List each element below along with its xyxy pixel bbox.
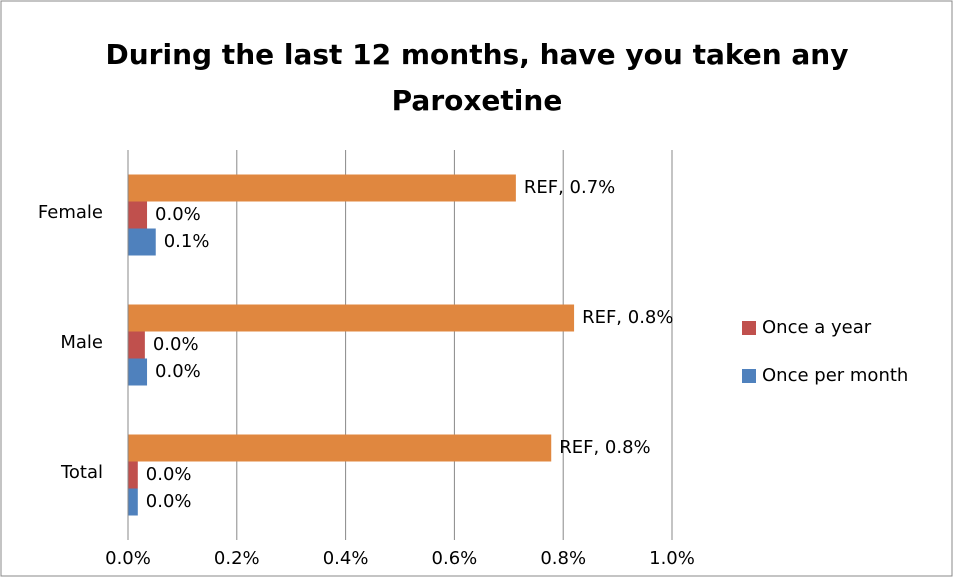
data-label: 0.0%	[155, 361, 201, 382]
x-tick-label: 0.0%	[105, 548, 151, 569]
legend-swatch	[742, 321, 756, 335]
data-label: 0.0%	[153, 334, 199, 355]
y-tick-label: Female	[38, 202, 103, 223]
data-label: 0.1%	[164, 231, 210, 252]
bar	[128, 201, 148, 229]
y-tick-label: Male	[60, 332, 103, 353]
data-label: 0.0%	[155, 204, 201, 225]
bar	[128, 304, 575, 332]
data-label: 0.0%	[146, 491, 192, 512]
x-tick-label: 0.6%	[432, 548, 478, 569]
legend-swatch	[742, 369, 756, 383]
data-label: 0.0%	[146, 464, 192, 485]
bar	[128, 461, 138, 489]
x-tick-label: 1.0%	[649, 548, 695, 569]
bar	[128, 331, 145, 359]
legend-label: Once per month	[762, 365, 908, 386]
data-label: REF, 0.8%	[559, 437, 650, 458]
y-tick-label: Total	[60, 462, 103, 483]
x-tick-label: 0.2%	[214, 548, 260, 569]
bar	[128, 174, 516, 202]
bar	[128, 358, 148, 386]
x-tick-label: 0.8%	[540, 548, 586, 569]
chart-title: During the last 12 months, have you take…	[105, 38, 849, 117]
bar	[128, 228, 156, 256]
bar	[128, 434, 552, 462]
bar	[128, 488, 138, 516]
data-label: REF, 0.7%	[524, 177, 615, 198]
data-label: REF, 0.8%	[582, 307, 673, 328]
legend-label: Once a year	[762, 317, 872, 338]
x-tick-label: 0.4%	[323, 548, 369, 569]
